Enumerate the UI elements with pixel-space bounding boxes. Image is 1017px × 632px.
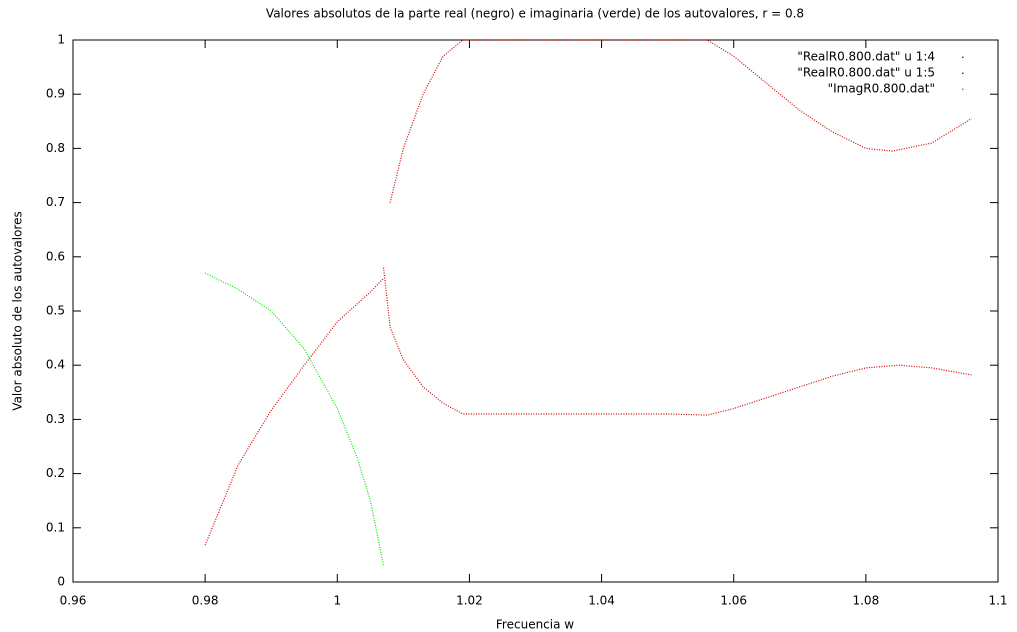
x-axis-label: Frecuencia w bbox=[496, 618, 574, 632]
y-tick-label: 0.1 bbox=[46, 520, 65, 534]
plot-frame bbox=[72, 39, 999, 583]
x-tick-label: 0.96 bbox=[60, 594, 87, 608]
y-axis-label: Valor absoluto de los autovalores bbox=[11, 211, 25, 410]
series-line bbox=[204, 272, 385, 566]
x-tick-label: 1.04 bbox=[588, 594, 615, 608]
x-tick-label: 1.06 bbox=[720, 594, 747, 608]
x-tick-label: 1.02 bbox=[456, 594, 483, 608]
x-tick-label: 0.98 bbox=[192, 594, 219, 608]
legend-swatch bbox=[962, 56, 964, 58]
legend-label: "RealR0.800.dat" u 1:4 bbox=[797, 50, 935, 64]
chart-title: Valores absolutos de la parte real (negr… bbox=[266, 7, 804, 21]
series-line bbox=[204, 39, 972, 546]
y-tick-label: 0.9 bbox=[46, 87, 65, 101]
x-tick-label: 1.1 bbox=[988, 594, 1007, 608]
x-tick-label: 1.08 bbox=[852, 594, 879, 608]
y-tick-label: 0.7 bbox=[46, 195, 65, 209]
y-tick-label: 0 bbox=[57, 575, 65, 589]
y-tick-label: 1 bbox=[57, 33, 65, 47]
y-tick-label: 0.2 bbox=[46, 466, 65, 480]
x-tick-label: 1 bbox=[333, 594, 341, 608]
y-tick-label: 0.5 bbox=[46, 304, 65, 318]
y-tick-label: 0.4 bbox=[46, 358, 65, 372]
legend-label: "RealR0.800.dat" u 1:5 bbox=[797, 66, 935, 80]
y-tick-label: 0.3 bbox=[46, 412, 65, 426]
legend-label: "ImagR0.800.dat" bbox=[828, 82, 935, 96]
legend-swatch bbox=[962, 88, 964, 90]
y-tick-label: 0.6 bbox=[46, 249, 65, 263]
y-tick-label: 0.8 bbox=[46, 141, 65, 155]
legend-swatch bbox=[962, 72, 964, 74]
series-line bbox=[382, 267, 972, 416]
